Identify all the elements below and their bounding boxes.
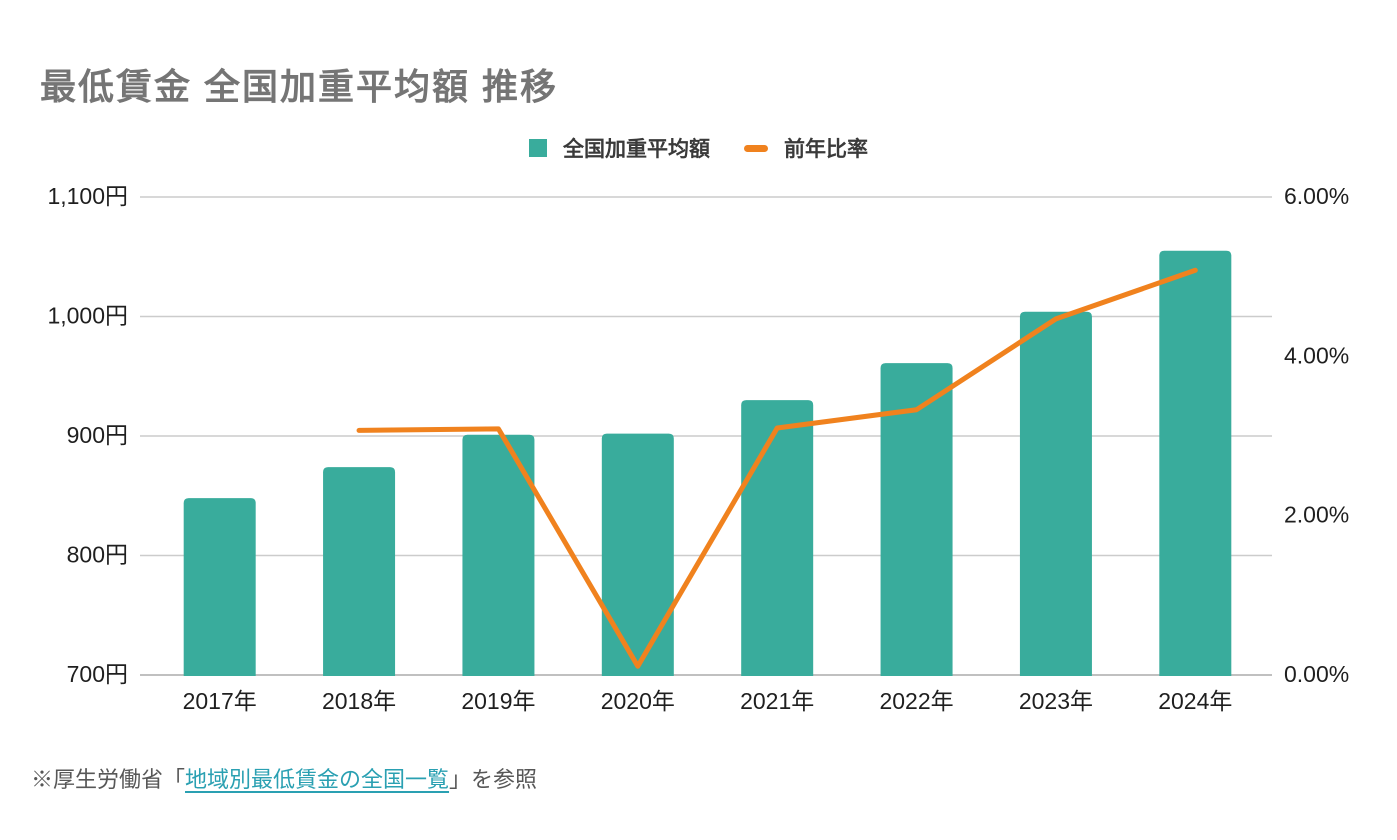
left-axis-tick-label: 1,000円 — [47, 303, 128, 329]
legend-item-bar-series: 全国加重平均額 — [529, 133, 710, 163]
source-link[interactable]: 地域別最低賃金の全国一覧 — [185, 767, 450, 792]
right-axis-tick-label: 4.00% — [1284, 342, 1349, 368]
right-axis-tick-label: 2.00% — [1284, 502, 1349, 528]
x-axis-tick-label: 2024年 — [1158, 688, 1232, 714]
chart-title: 最低賃金 全国加重平均額 推移 — [40, 66, 559, 107]
x-axis-tick-label: 2019年 — [461, 688, 535, 714]
bar-series-swatch-icon — [529, 139, 547, 157]
bar-2019年 — [462, 434, 535, 676]
legend-label-line-series: 前年比率 — [784, 138, 868, 161]
x-axis-tick-label: 2018年 — [322, 688, 396, 714]
legend-label-bar-series: 全国加重平均額 — [563, 138, 710, 161]
right-axis-tick-label: 6.00% — [1284, 183, 1349, 209]
left-axis-tick-label: 800円 — [67, 542, 128, 568]
bar-2024年 — [1159, 250, 1232, 676]
source-footnote: ※厚生労働省「地域別最低賃金の全国一覧」を参照 — [31, 762, 537, 794]
footnote-suffix: 」を参照 — [449, 767, 538, 792]
bar-2021年 — [741, 400, 814, 676]
bar-2018年 — [323, 467, 396, 676]
x-axis-tick-label: 2023年 — [1019, 688, 1093, 714]
right-axis-tick-label: 0.00% — [1284, 661, 1349, 687]
x-axis-tick-label: 2020年 — [601, 688, 675, 714]
x-axis-tick-label: 2021年 — [740, 688, 814, 714]
chart-legend: 全国加重平均額 前年比率 — [0, 133, 1397, 163]
line-series-dash-icon — [744, 144, 768, 152]
bar-2022年 — [880, 363, 953, 676]
bar-2023年 — [1019, 311, 1092, 676]
bar-2017年 — [183, 498, 256, 676]
left-axis-tick-label: 700円 — [67, 661, 128, 687]
yoy-rate-line — [356, 267, 1198, 669]
legend-item-line-series: 前年比率 — [744, 133, 868, 163]
footnote-prefix: ※厚生労働省「 — [31, 767, 186, 792]
x-axis-tick-label: 2017年 — [183, 688, 257, 714]
bar-2020年 — [601, 433, 674, 676]
x-axis-tick-label: 2022年 — [879, 688, 953, 714]
left-axis-tick-label: 1,100円 — [47, 183, 128, 209]
left-axis-tick-label: 900円 — [67, 422, 128, 448]
